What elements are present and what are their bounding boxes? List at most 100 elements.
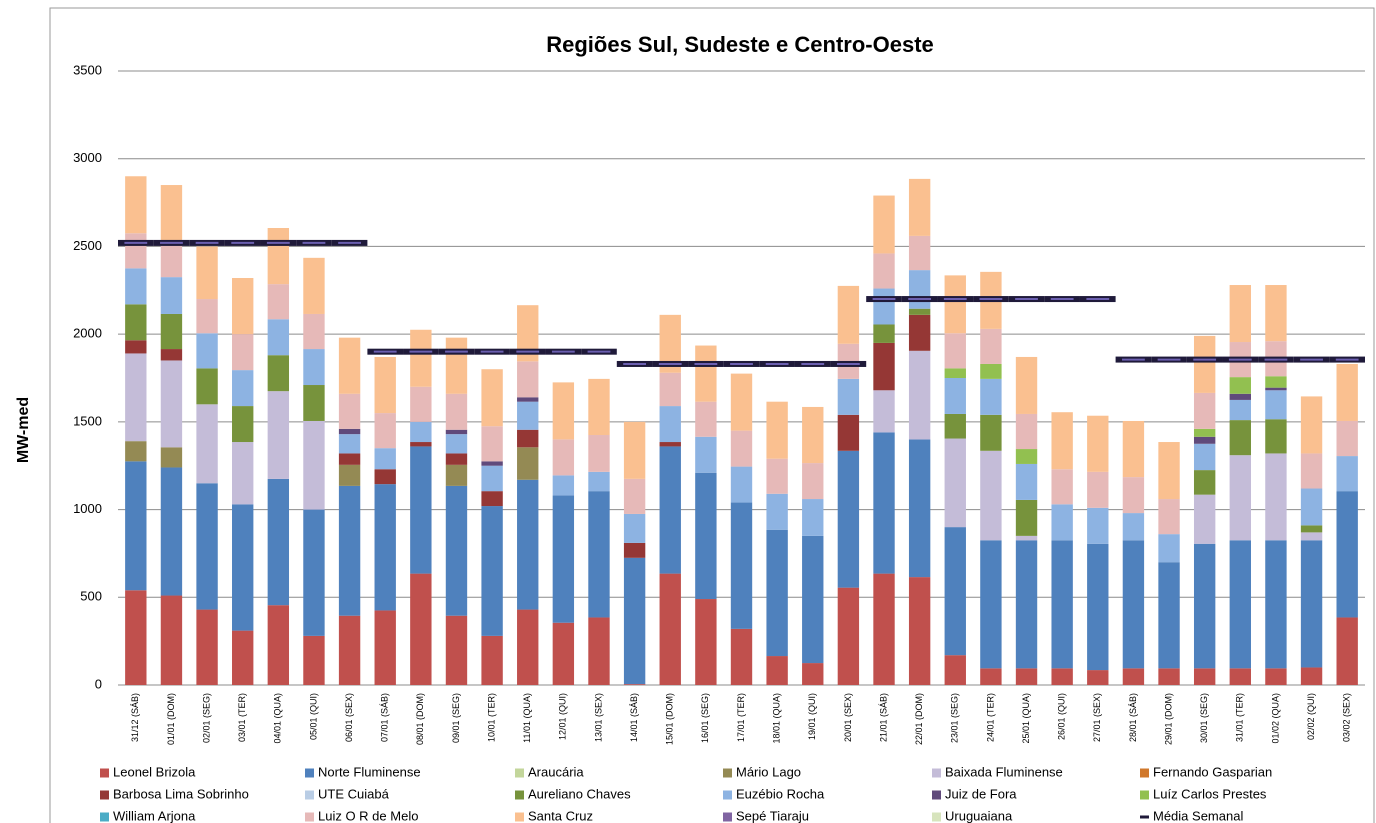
average-marker bbox=[1008, 296, 1045, 303]
bar-segment bbox=[410, 573, 432, 685]
bar-segment bbox=[1087, 415, 1109, 472]
bar-segment bbox=[1265, 540, 1287, 669]
bar-segment bbox=[552, 475, 575, 496]
bar-segment bbox=[1087, 507, 1109, 544]
bar-segment bbox=[730, 628, 753, 685]
bar-segment bbox=[623, 542, 646, 558]
bar-segment bbox=[1122, 513, 1145, 541]
average-marker bbox=[901, 296, 938, 303]
bar-segment bbox=[232, 334, 254, 371]
bar-segment bbox=[980, 378, 1002, 415]
bar-segment bbox=[338, 453, 361, 465]
x-tick-label: 20/01 (SEX) bbox=[843, 693, 853, 742]
legend-label: Fernando Gasparian bbox=[1153, 764, 1272, 779]
average-marker bbox=[1044, 296, 1080, 303]
bar-segment bbox=[1336, 617, 1358, 685]
legend-swatch bbox=[515, 768, 524, 778]
legend-swatch bbox=[100, 790, 109, 800]
bar-segment bbox=[160, 277, 183, 314]
bar-segment bbox=[1193, 436, 1216, 444]
y-tick-label: 1000 bbox=[73, 501, 102, 516]
bar-segment bbox=[160, 595, 183, 685]
bar-segment bbox=[1265, 376, 1287, 388]
x-tick-label: 21/01 (SÁB) bbox=[878, 693, 888, 742]
average-marker bbox=[403, 348, 439, 355]
bar-segment bbox=[659, 372, 681, 407]
bar-segment bbox=[588, 471, 610, 492]
bar-segment bbox=[481, 635, 503, 685]
bar-segment bbox=[338, 485, 361, 616]
bar-segment bbox=[1015, 499, 1038, 536]
bar-segment bbox=[160, 185, 183, 245]
bar-segment bbox=[1193, 543, 1216, 669]
average-marker bbox=[331, 239, 368, 246]
average-marker bbox=[723, 360, 760, 367]
bar-segment bbox=[160, 467, 183, 596]
bar-segment bbox=[730, 430, 753, 467]
legend-label: Mário Lago bbox=[736, 764, 801, 779]
bar-segment bbox=[303, 509, 325, 636]
bar-segment bbox=[552, 495, 575, 623]
bar-segment bbox=[873, 288, 895, 325]
legend-label: Araucária bbox=[528, 764, 584, 779]
bar-segment bbox=[374, 469, 396, 485]
bar-segment bbox=[873, 253, 895, 289]
x-tick-label: 03/02 (SEX) bbox=[1342, 693, 1352, 742]
bar-segment bbox=[980, 540, 1002, 669]
bar-segment bbox=[944, 413, 966, 439]
average-marker bbox=[1329, 356, 1365, 363]
bar-segment bbox=[125, 233, 147, 269]
y-tick-label: 2000 bbox=[73, 326, 102, 341]
bar-segment bbox=[1229, 393, 1251, 400]
bar-segment bbox=[1300, 525, 1323, 533]
bar-segment bbox=[1193, 443, 1216, 471]
bar-segment bbox=[445, 434, 468, 454]
x-tick-label: 12/01 (QUI) bbox=[558, 693, 568, 740]
x-tick-label: 23/01 (SEG) bbox=[950, 693, 960, 743]
bar-segment bbox=[944, 275, 966, 334]
bar-segment bbox=[1122, 668, 1145, 685]
bar-segment bbox=[908, 439, 931, 578]
average-marker bbox=[688, 360, 724, 367]
bar-segment bbox=[160, 349, 183, 361]
bar-segment bbox=[481, 461, 503, 466]
y-tick-label: 1500 bbox=[73, 413, 102, 428]
bar-segment bbox=[374, 484, 396, 611]
bar-segment bbox=[1300, 453, 1323, 489]
bar-segment bbox=[1336, 363, 1358, 421]
average-marker bbox=[937, 296, 974, 303]
bar-segment bbox=[196, 299, 218, 334]
bar-segment bbox=[1265, 285, 1287, 342]
bar-segment bbox=[802, 463, 824, 500]
y-tick-label: 3500 bbox=[73, 62, 102, 77]
bar-segment bbox=[338, 434, 361, 454]
average-marker bbox=[153, 239, 190, 246]
bar-segment bbox=[837, 285, 860, 344]
bar-segment bbox=[695, 472, 717, 600]
bar-segment bbox=[1122, 420, 1145, 478]
bar-segment bbox=[659, 406, 681, 443]
bar-segment bbox=[1051, 504, 1073, 541]
legend-swatch bbox=[932, 768, 941, 778]
bar-segment bbox=[267, 605, 290, 685]
bar-segment bbox=[588, 435, 610, 472]
bar-segment bbox=[1300, 488, 1323, 526]
average-marker bbox=[474, 348, 510, 355]
bar-segment bbox=[481, 491, 503, 507]
bar-segment bbox=[802, 499, 824, 536]
average-marker bbox=[1258, 356, 1294, 363]
x-tick-label: 22/01 (DOM) bbox=[914, 693, 924, 745]
bar-segment bbox=[232, 278, 254, 335]
bar-segment bbox=[695, 436, 717, 473]
legend-label: Sepé Tiaraju bbox=[736, 808, 809, 823]
x-tick-label: 31/01 (TER) bbox=[1235, 693, 1245, 742]
bar-segment bbox=[1122, 477, 1145, 514]
legend-swatch bbox=[515, 812, 524, 822]
bar-segment bbox=[1336, 491, 1358, 618]
average-marker bbox=[438, 348, 475, 355]
x-tick-label: 14/01 (SÁB) bbox=[629, 693, 639, 742]
bar-segment bbox=[196, 246, 218, 300]
bar-segment bbox=[1015, 356, 1038, 414]
bar-segment bbox=[552, 622, 575, 685]
bar-segment bbox=[410, 421, 432, 443]
